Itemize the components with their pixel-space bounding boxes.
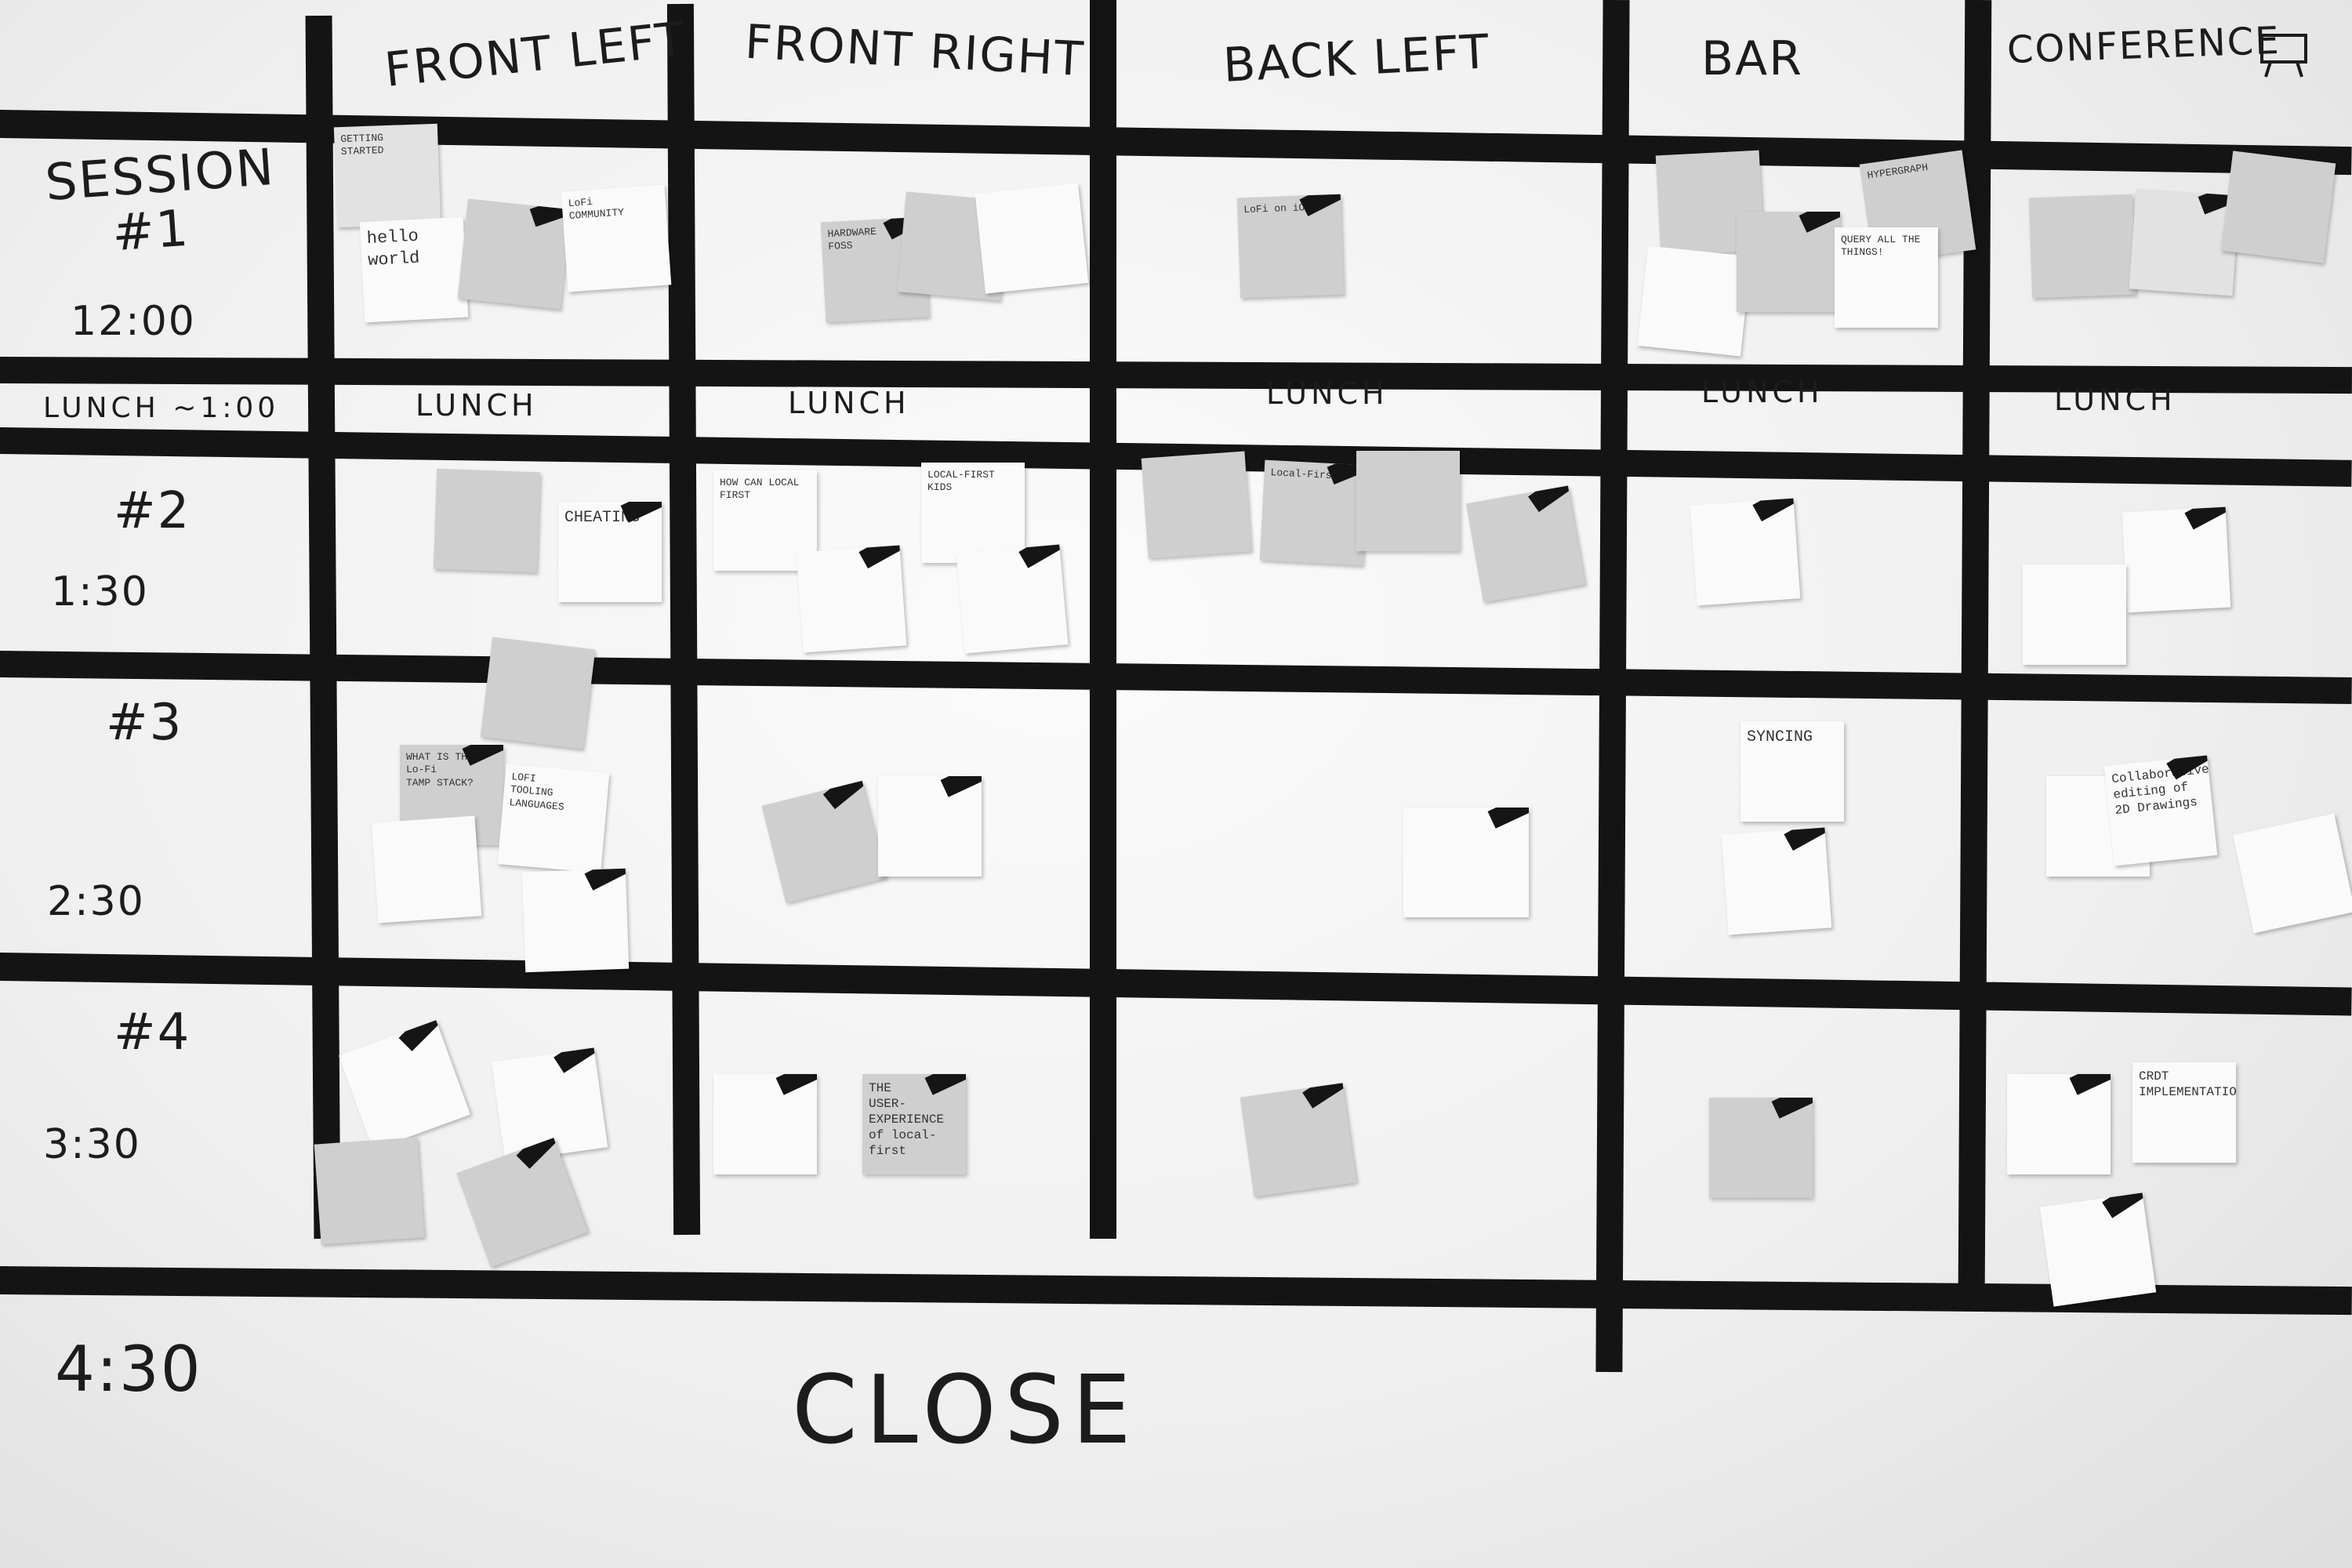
sticky-note (1690, 498, 1801, 606)
tape-piece (398, 1020, 444, 1051)
column-header-front-left: FRONT LEFT (382, 12, 689, 98)
lunch-conference: LUNCH (2054, 383, 2176, 417)
column-header-conference: CONFERENCE (2006, 18, 2281, 73)
tape-horizontal-4 (0, 651, 2352, 705)
lunch-back-left: LUNCH (1266, 376, 1388, 411)
sticky-note: Local-First (1259, 459, 1369, 566)
tape-piece (554, 1047, 601, 1073)
sticky-note (956, 544, 1069, 654)
end-time-label: 4:30 (55, 1333, 202, 1406)
sticky-note (339, 1020, 470, 1150)
tape-piece (1487, 808, 1529, 829)
tape-piece (584, 868, 630, 891)
sticky-note: LOFI TOOLING LANGUAGES (497, 764, 610, 873)
sticky-note: LoFi COMMUNITY (561, 184, 672, 292)
tape-piece (2184, 506, 2231, 530)
tape-piece (1771, 1098, 1813, 1119)
sticky-note (1465, 485, 1586, 603)
tape-piece (1302, 1083, 1350, 1109)
tape-piece (940, 776, 982, 797)
sticky-note: HOW CAN LOCAL FIRST (713, 470, 817, 571)
sticky-note: Collaborative editing of 2D Drawings (2103, 755, 2218, 866)
tape-vertical-3 (1090, 0, 1116, 1239)
tape-piece (1018, 544, 1066, 568)
sticky-note (1403, 808, 1529, 917)
sticky-note (2233, 813, 2352, 934)
sticky-note: CHEATING (558, 502, 662, 602)
tape-piece (462, 745, 503, 766)
tape-piece (1528, 485, 1575, 513)
sticky-note: THE USER- EXPERIENCE of local-first (862, 1074, 966, 1174)
sticky-note: LOCAL-FIRST KIDS (921, 463, 1025, 563)
lunch-front-right: LUNCH (788, 386, 910, 420)
tape-piece (1784, 827, 1832, 851)
column-header-front-right: FRONT RIGHT (743, 14, 1087, 88)
row-time-session-2: 1:30 (51, 568, 149, 615)
sticky-note (1356, 451, 1460, 551)
sticky-note (1721, 827, 1832, 935)
lunch-front-left: LUNCH (416, 388, 538, 423)
sticky-note: QUERY ALL THE THINGS! (1835, 227, 1938, 328)
sticky-note: WHAT IS THE Lo-Fi TAMP STACK? (400, 745, 503, 845)
tape-piece (924, 1074, 966, 1095)
sticky-note (314, 1137, 425, 1245)
sticky-note (761, 780, 887, 904)
tape-piece (822, 780, 869, 810)
sticky-note: GETTING STARTED (333, 123, 441, 228)
sticky-note (1141, 451, 1252, 559)
tape-horizontal-2 (0, 357, 2352, 394)
sticky-note (457, 198, 572, 310)
row-time-session-1: 12:00 (71, 298, 196, 345)
row-label-session-1: SESSION #1 (43, 138, 278, 263)
column-header-bar: BAR (1701, 31, 1803, 86)
tape-piece (1752, 498, 1801, 522)
tape-vertical-2 (666, 3, 701, 1236)
sticky-note: hello world (359, 216, 469, 323)
sticky-note (521, 868, 630, 973)
close-label: CLOSE (792, 1356, 1139, 1465)
sticky-note: LoFi on iOS (1236, 194, 1345, 299)
sticky-note (1240, 1083, 1357, 1197)
tape-piece (620, 502, 662, 523)
tape-piece (2166, 755, 2214, 780)
row-label-session-3: #3 (106, 694, 183, 752)
sticky-note (796, 545, 907, 653)
sticky-note (713, 1074, 817, 1174)
tape-vertical-1 (305, 15, 341, 1240)
tape-piece (858, 545, 907, 569)
sticky-note (878, 776, 982, 877)
sticky-note (456, 1138, 588, 1268)
tape-horizontal-6 (0, 1266, 2352, 1316)
sticky-note (2039, 1192, 2157, 1307)
sticky-note (975, 183, 1089, 294)
sticky-note (2122, 506, 2231, 613)
sticky-note (1637, 245, 1751, 357)
sticky-note (371, 815, 482, 924)
row-label-lunch: LUNCH ~1:00 (43, 392, 280, 424)
sticky-note: CRDT IMPLEMENTATION (2132, 1062, 2236, 1163)
tape-piece (2102, 1192, 2150, 1218)
sticky-note (2220, 151, 2336, 263)
row-time-session-3: 2:30 (47, 878, 145, 925)
projector-screen-icon (2260, 34, 2307, 78)
sticky-note (480, 637, 596, 750)
lunch-bar: LUNCH (1701, 375, 1824, 409)
sticky-note: SYNCING (1740, 721, 1844, 822)
sticky-note (433, 468, 541, 573)
sticky-note (2023, 564, 2126, 665)
column-header-back-left: BACK LEFT (1221, 24, 1492, 93)
tape-piece (775, 1074, 817, 1095)
sticky-note (1737, 212, 1840, 312)
tape-piece (1299, 194, 1345, 216)
row-time-session-4: 3:30 (43, 1121, 141, 1168)
tape-horizontal-5 (0, 953, 2352, 1016)
row-label-session-2: #2 (114, 482, 191, 540)
sticky-note (1709, 1098, 1813, 1198)
sticky-note (2028, 194, 2136, 299)
sticky-note (2007, 1074, 2111, 1174)
tape-piece (2069, 1074, 2111, 1095)
row-label-session-4: #4 (114, 1004, 191, 1062)
